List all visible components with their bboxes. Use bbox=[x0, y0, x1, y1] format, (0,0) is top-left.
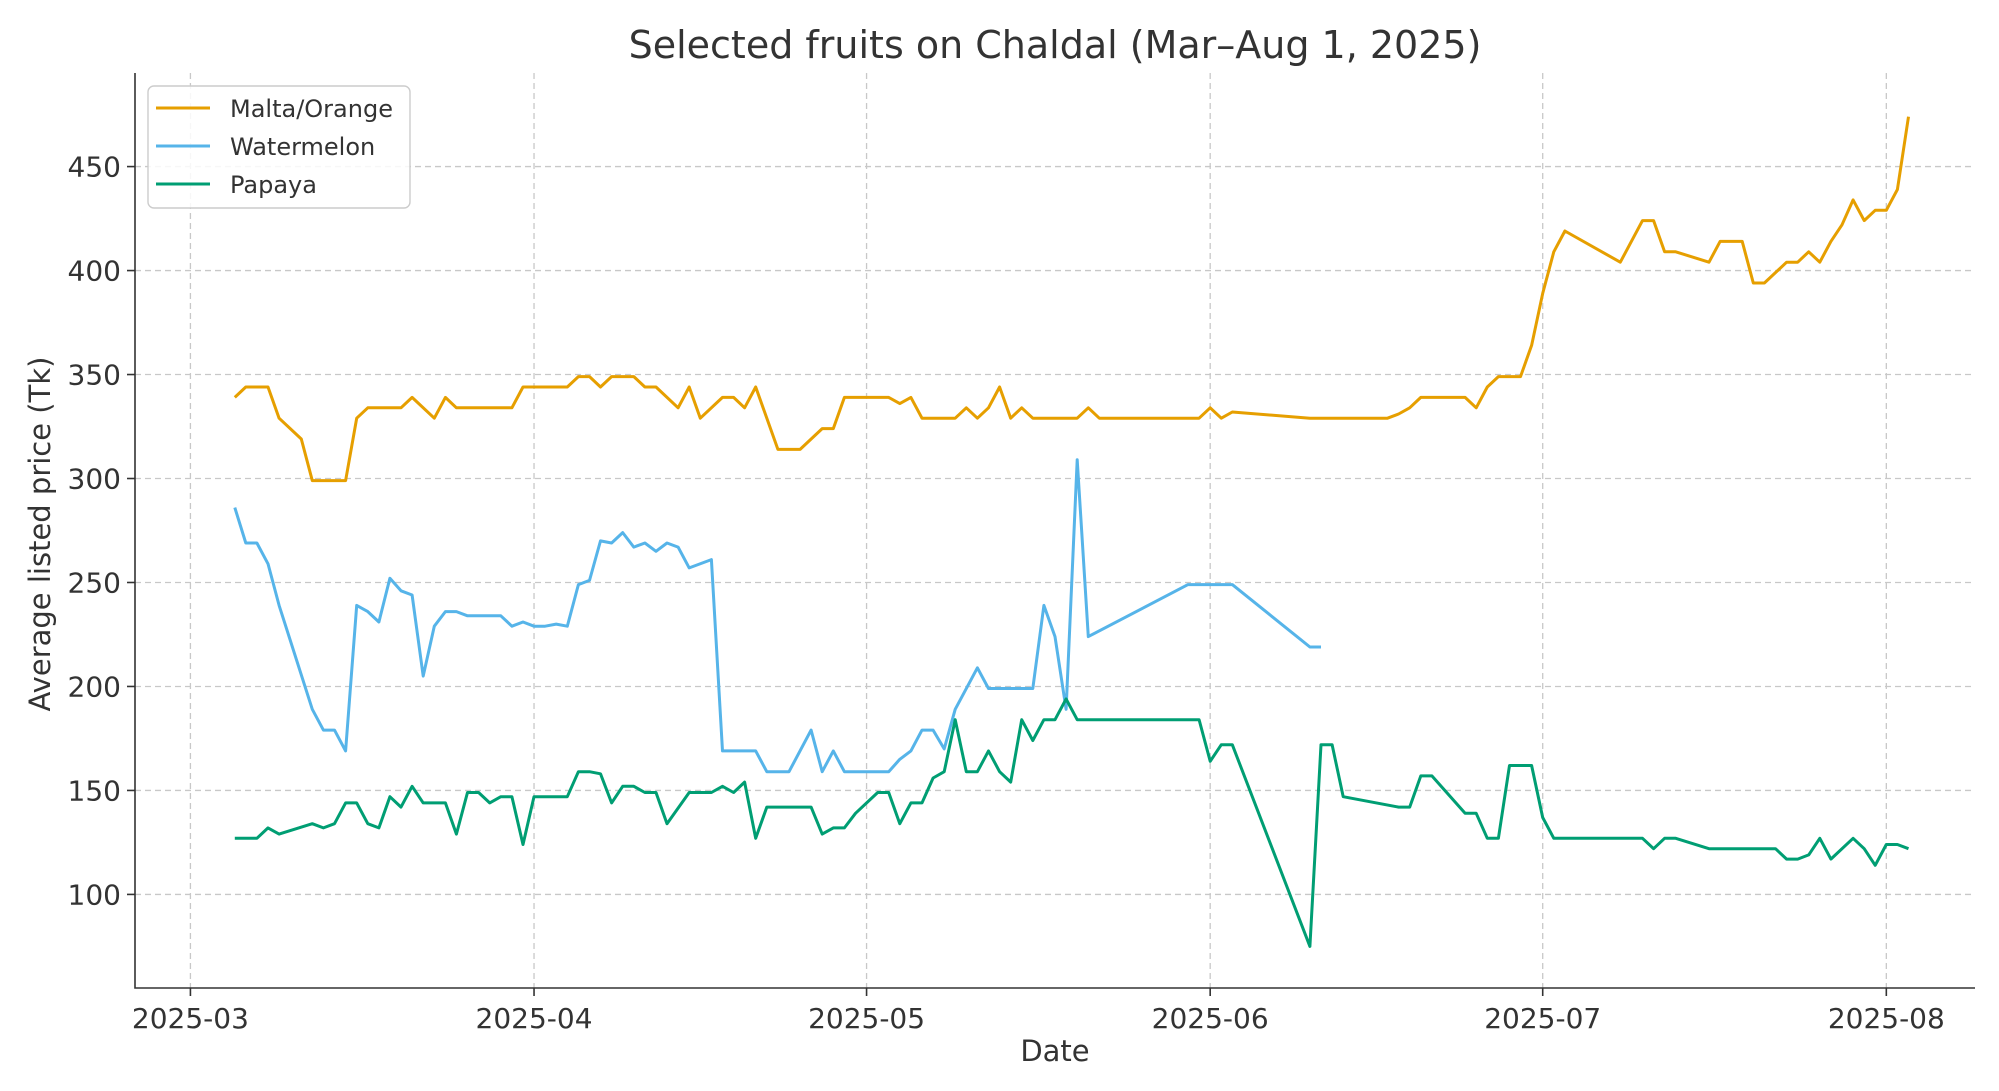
x-tick-label: 2025-08 bbox=[1828, 1002, 1945, 1035]
y-axis-label: Average listed price (Tk) bbox=[23, 357, 57, 712]
legend-label: Papaya bbox=[230, 171, 317, 199]
legend-label: Malta/Orange bbox=[230, 95, 393, 123]
y-tick-label: 350 bbox=[68, 359, 121, 392]
series-line-papaya bbox=[234, 697, 1910, 948]
x-tick-label: 2025-07 bbox=[1484, 1002, 1601, 1035]
y-tick-label: 400 bbox=[68, 255, 121, 288]
tick-labels: 2025-03 2025-04 2025-05 2025-06 2025-07 2025-… bbox=[68, 151, 1945, 1035]
y-tick-label: 450 bbox=[68, 151, 121, 184]
x-tick-label: 2025-06 bbox=[1152, 1002, 1269, 1035]
series-lines bbox=[233, 116, 1910, 948]
series-line-watermelon bbox=[233, 458, 1321, 774]
y-tick-label: 100 bbox=[68, 878, 121, 911]
x-tick-label: 2025-03 bbox=[132, 1002, 249, 1035]
x-tick-label: 2025-04 bbox=[476, 1002, 593, 1035]
x-axis-label: Date bbox=[1020, 1034, 1089, 1068]
axis-spines bbox=[134, 73, 1975, 989]
series-line-malta-orange bbox=[233, 116, 1910, 483]
legend-label: Watermelon bbox=[230, 133, 375, 161]
legend-box bbox=[147, 85, 411, 209]
y-tick-label: 250 bbox=[68, 566, 121, 599]
legend: Malta/Orange Watermelon Papaya bbox=[147, 85, 411, 209]
axes bbox=[127, 73, 1975, 996]
y-tick-label: 150 bbox=[68, 774, 121, 807]
grid bbox=[135, 73, 1975, 988]
y-tick-label: 200 bbox=[68, 670, 121, 703]
y-tick-label: 300 bbox=[68, 463, 121, 496]
chart-title: Selected fruits on Chaldal (Mar–Aug 1, 2… bbox=[629, 23, 1482, 67]
x-tick-label: 2025-05 bbox=[808, 1002, 925, 1035]
